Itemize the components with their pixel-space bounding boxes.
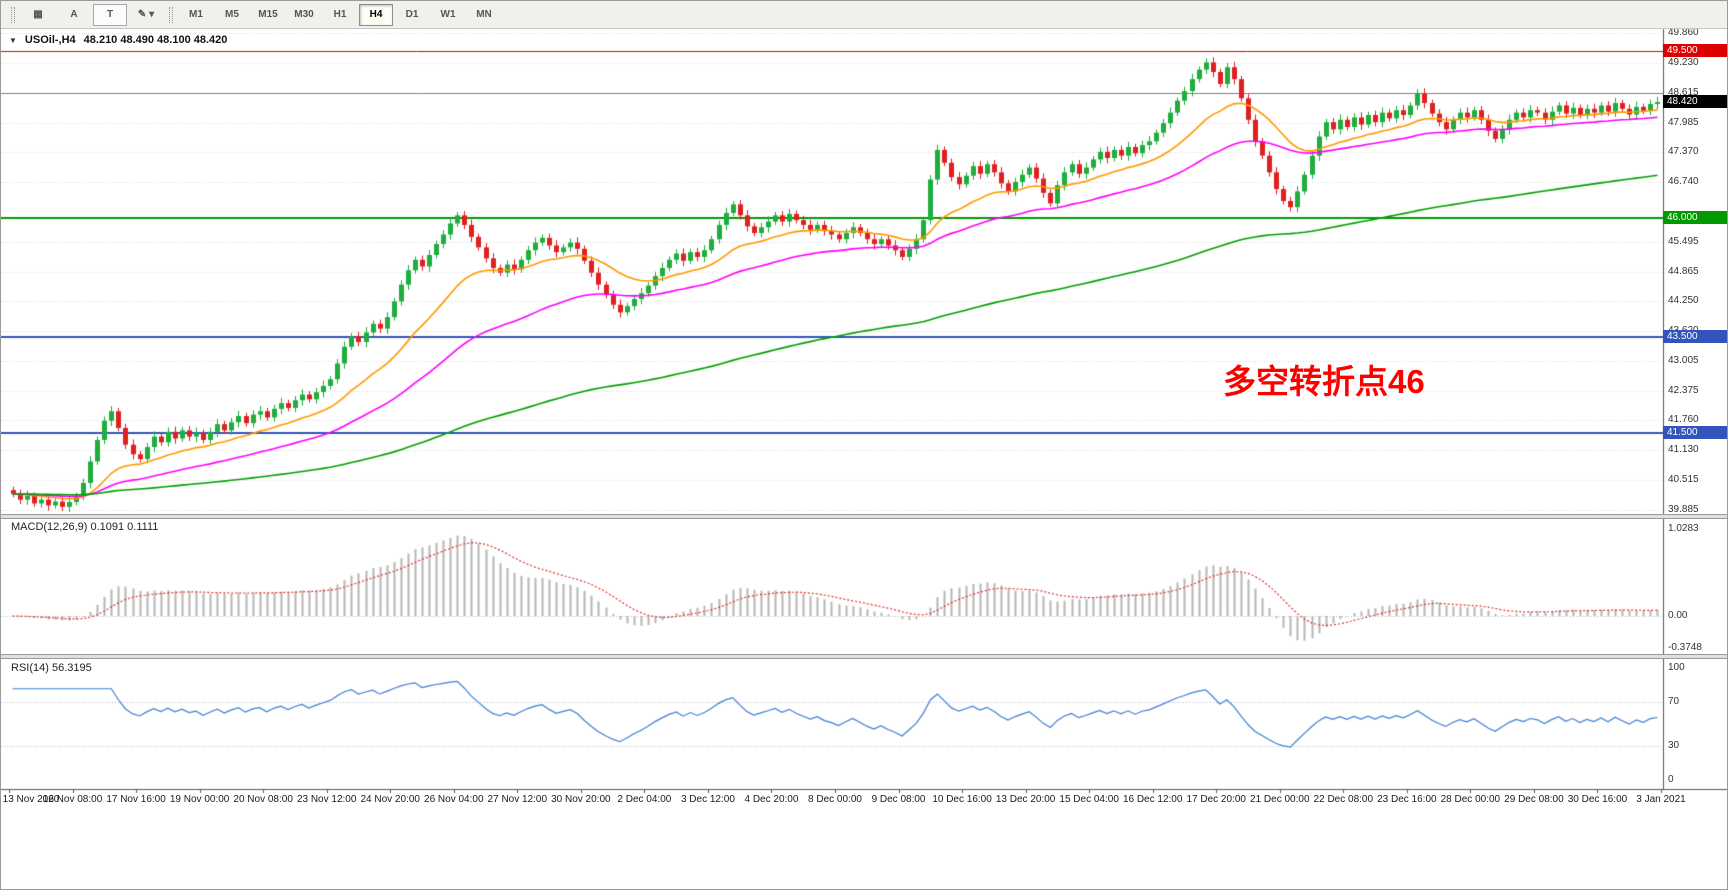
chart-grid-icon-button[interactable]: ▦ [33, 9, 43, 20]
time-axis-label: 10 Dec 16:00 [932, 794, 992, 805]
text-tool-button[interactable]: A [70, 9, 78, 20]
price-line-label: 41.500 [1663, 425, 1727, 439]
price-axis-label: 41.760 [1668, 414, 1699, 426]
rsi-axis-label: 0 [1668, 774, 1674, 786]
tf-button-m5[interactable]: M5 [225, 9, 239, 20]
time-axis-label: 26 Nov 04:00 [424, 794, 484, 805]
time-axis-label: 17 Nov 16:00 [106, 794, 166, 805]
time-axis-label: 8 Dec 00:00 [808, 794, 862, 805]
time-axis-label: 28 Dec 00:00 [1440, 794, 1501, 805]
price-axis-label: 47.370 [1668, 146, 1699, 158]
time-axis-label: 15 Dec 04:00 [1059, 794, 1119, 805]
chart-collapse-icon[interactable]: ▼ [9, 35, 17, 45]
price-line-label: 48.420 [1663, 95, 1727, 109]
time-axis-label: 29 Dec 08:00 [1504, 794, 1564, 805]
time-axis-label: 27 Nov 12:00 [487, 794, 548, 805]
time-axis-label: 22 Dec 08:00 [1313, 794, 1374, 805]
time-axis-label: 3 Jan 2021 [1636, 794, 1686, 805]
tools-toolbar: ▦ A T ✎ ▾ [21, 3, 163, 26]
time-axis-label: 23 Nov 12:00 [296, 794, 357, 805]
chart-title: ▼ USOil-,H4 48.210 48.490 48.100 48.420 [9, 34, 227, 46]
price-line-label: 49.500 [1663, 43, 1727, 57]
chart-annotation: 多空转折点46 [1223, 363, 1425, 400]
price-axis-label: 44.865 [1668, 265, 1699, 277]
tf-button-m15[interactable]: M15 [258, 9, 278, 20]
price-axis-label: 49.860 [1668, 27, 1699, 39]
time-axis-label: 20 Nov 08:00 [233, 794, 293, 805]
price-axis-label: 47.985 [1668, 116, 1699, 128]
time-axis-label: 30 Nov 20:00 [551, 794, 611, 805]
time-axis-label: 17 Dec 20:00 [1186, 794, 1246, 805]
price-axis-label: 49.230 [1668, 57, 1699, 69]
price-axis-label: 44.250 [1668, 295, 1699, 307]
macd-axis-label: 0.00 [1668, 610, 1688, 622]
chart-ohlc-values: 48.210 48.490 48.100 48.420 [83, 34, 228, 46]
price-axis-label: 40.515 [1668, 473, 1699, 485]
time-axis-label: 21 Dec 00:00 [1250, 794, 1310, 805]
toolbar-grip[interactable] [169, 6, 173, 23]
price-axis-label: 45.495 [1668, 235, 1699, 247]
time-axis-label: 9 Dec 08:00 [871, 794, 926, 805]
macd-axis-label: 1.0283 [1668, 523, 1699, 535]
price-axis-label: 43.005 [1668, 354, 1699, 366]
price-line-label: 46.000 [1663, 210, 1727, 224]
time-axis-label: 3 Dec 12:00 [680, 794, 735, 805]
price-axis-label: 39.885 [1668, 503, 1699, 515]
time-axis-label: 30 Dec 16:00 [1567, 794, 1628, 805]
macd-axis-label: -0.3748 [1668, 641, 1702, 653]
timeframe-toolbar: M1 M5 M15 M30 H1 H4 D1 W1 MN [179, 3, 501, 26]
price-axis-label: 46.740 [1668, 176, 1699, 188]
panel-separator[interactable] [1, 654, 1727, 659]
macd-label: MACD(12,26,9) 0.1091 0.1111 [11, 521, 159, 533]
draw-tools-dropdown-button[interactable]: ✎ ▾ [137, 9, 155, 20]
tf-button-h4[interactable]: H4 [359, 3, 393, 26]
time-axis-label: 19 Nov 00:00 [169, 794, 230, 805]
rsi-label: RSI(14) 56.3195 [11, 662, 92, 674]
time-axis-label: 23 Dec 16:00 [1377, 794, 1437, 805]
top-toolbar: ▦ A T ✎ ▾ M1 M5 M15 M30 H1 H4 D1 W1 MN [1, 1, 1727, 29]
tf-button-mn[interactable]: MN [476, 9, 492, 20]
time-axis-label: 4 Dec 20:00 [744, 794, 799, 805]
price-axis-label: 42.375 [1668, 384, 1699, 396]
time-axis-label: 13 Dec 20:00 [995, 794, 1056, 805]
label-tool-button[interactable]: T [93, 3, 127, 26]
rsi-axis-label: 100 [1668, 661, 1685, 673]
chart-symbol-period: USOil-,H4 [24, 34, 76, 46]
tf-button-h1[interactable]: H1 [333, 9, 347, 20]
price-line-label: 43.500 [1663, 330, 1727, 344]
price-axis-label: 48.615 [1668, 86, 1699, 98]
rsi-axis-label: 70 [1668, 695, 1680, 707]
rsi-axis-label: 30 [1668, 740, 1680, 752]
tf-button-d1[interactable]: D1 [405, 9, 419, 20]
tf-button-w1[interactable]: W1 [440, 9, 456, 20]
time-axis-label: 24 Nov 20:00 [360, 794, 420, 805]
tf-button-m30[interactable]: M30 [294, 9, 314, 20]
toolbar-grip[interactable] [11, 6, 15, 23]
panel-separator[interactable] [1, 514, 1727, 519]
tf-button-m1[interactable]: M1 [189, 9, 203, 20]
time-axis-label: 2 Dec 04:00 [617, 794, 672, 805]
price-axis-label: 41.130 [1668, 444, 1699, 456]
time-axis-label: 16 Nov 08:00 [42, 794, 103, 805]
time-axis-label: 16 Dec 12:00 [1122, 794, 1183, 805]
time-axis-label: 13 Nov 2020 [2, 794, 60, 805]
